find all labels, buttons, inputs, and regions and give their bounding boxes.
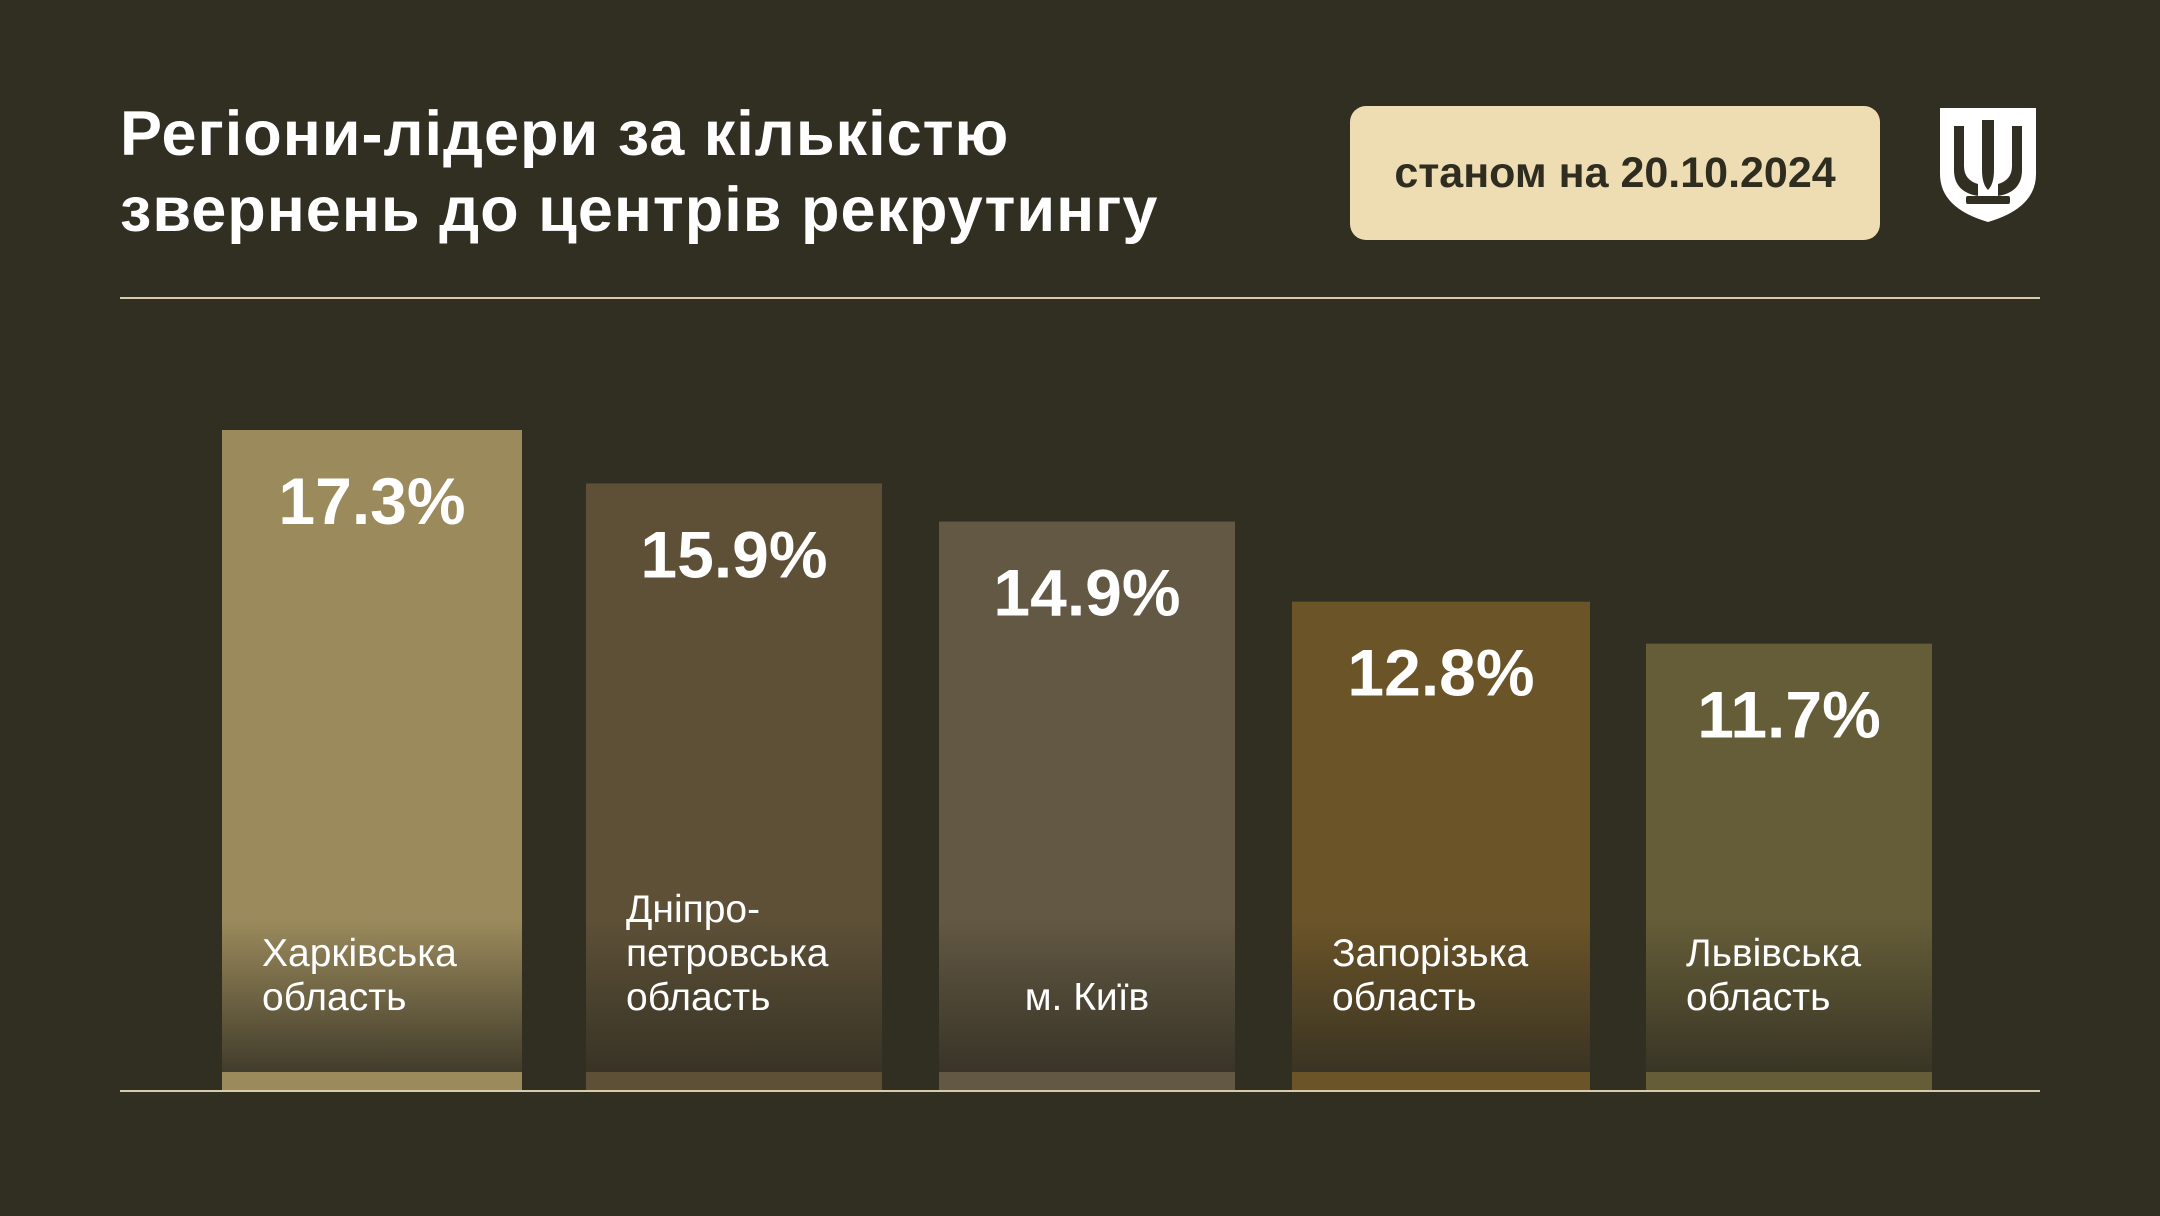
bar-category-label: область bbox=[1686, 976, 1830, 1019]
bar-value-label: 15.9% bbox=[640, 517, 827, 591]
trident-shield-icon bbox=[1940, 108, 2036, 222]
bar-footer bbox=[222, 1072, 522, 1090]
title-line-1: Регіони-лідери за кількістю bbox=[120, 99, 1010, 169]
bar-category-label: Запорізька bbox=[1332, 932, 1529, 975]
bar-category-label: Львівська bbox=[1686, 932, 1861, 975]
bar-value-label: 17.3% bbox=[278, 464, 465, 538]
bar-label-shade bbox=[939, 920, 1235, 1073]
bar-category-label: Дніпро- bbox=[626, 888, 760, 931]
bar-group: 14.9% м. Київ bbox=[939, 521, 1235, 1090]
bar-label-shade bbox=[1292, 920, 1590, 1073]
bar-category-label: Харківська bbox=[262, 932, 457, 975]
bar-label-shade bbox=[222, 920, 522, 1073]
bar-footer bbox=[939, 1072, 1235, 1090]
page-title: Регіони-лідери за кількістю звернень до … bbox=[120, 96, 1300, 248]
bar-footer bbox=[586, 1072, 882, 1090]
bar-category-label: область bbox=[262, 976, 406, 1019]
bar-value-label: 11.7% bbox=[1697, 678, 1881, 752]
divider-top bbox=[120, 297, 2040, 299]
bar-footer bbox=[1292, 1072, 1590, 1090]
bar-label-shade bbox=[586, 920, 882, 1073]
bar-category-label: область bbox=[1332, 976, 1476, 1019]
chart-baseline bbox=[120, 1090, 2040, 1092]
bar-value-label: 14.9% bbox=[993, 556, 1180, 630]
bar-category-label: м. Київ bbox=[1025, 976, 1150, 1019]
title-line-2: звернень до центрів рекрутингу bbox=[120, 175, 1159, 245]
bar-category-label: область bbox=[626, 976, 770, 1019]
date-badge: станом на 20.10.2024 bbox=[1350, 106, 1880, 240]
bar-footer bbox=[1646, 1072, 1932, 1090]
bar-value-label: 12.8% bbox=[1347, 636, 1534, 710]
bar-category-label: петровська bbox=[626, 932, 829, 975]
bar-label-shade bbox=[1646, 920, 1932, 1073]
